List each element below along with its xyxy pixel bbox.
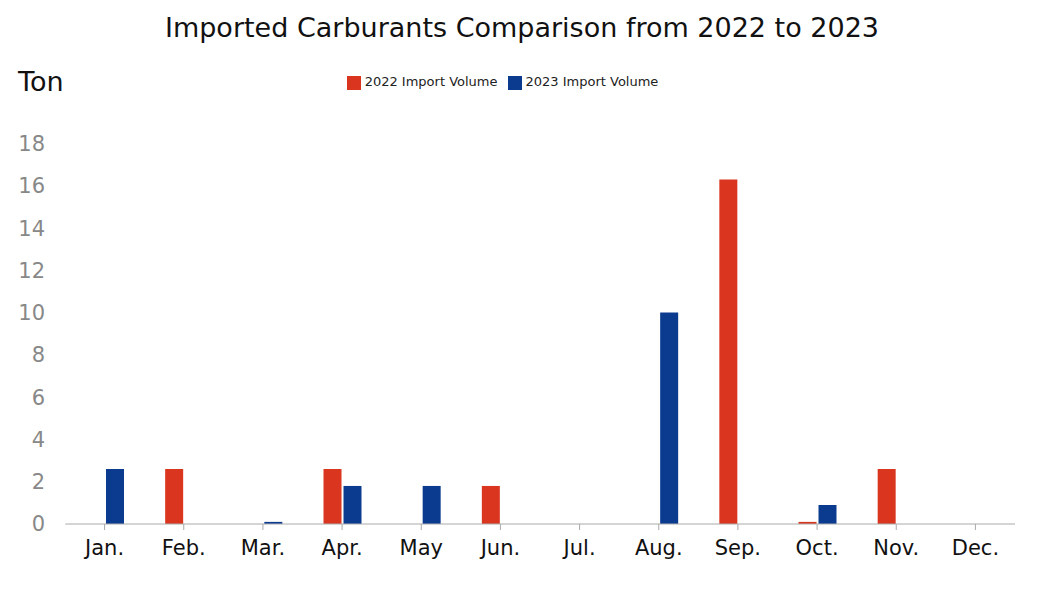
svg-text:Jan.: Jan. — [83, 536, 124, 560]
html-text:2022 Import Volume: 2022 Import Volume — [364, 74, 498, 89]
svg-text:Aug.: Aug. — [635, 536, 683, 560]
html-text:Imported Carburants Comparison: Imported Carburants Comparison from 2022… — [165, 12, 879, 43]
html-text:2023 Import Volume: 2023 Import Volume — [525, 74, 659, 89]
svg-text:Mar.: Mar. — [241, 536, 285, 560]
svg-text:16: 16 — [18, 174, 45, 198]
svg-text:10: 10 — [18, 301, 45, 325]
svg-text:2: 2 — [32, 470, 45, 494]
svg-text:Apr.: Apr. — [322, 536, 363, 560]
svg-text:8: 8 — [32, 343, 45, 367]
svg-text:12: 12 — [18, 259, 45, 283]
svg-text:18: 18 — [18, 132, 45, 156]
svg-text:Dec.: Dec. — [952, 536, 999, 560]
svg-text:Jul.: Jul. — [562, 536, 596, 560]
svg-text:May: May — [400, 536, 443, 560]
svg-text:Oct.: Oct. — [796, 536, 839, 560]
svg-text:4: 4 — [32, 428, 45, 452]
svg-text:6: 6 — [32, 386, 45, 410]
html-text:Ton: Ton — [18, 66, 64, 97]
svg-text:Jun.: Jun. — [479, 536, 521, 560]
svg-text:Nov.: Nov. — [873, 536, 919, 560]
svg-text:Sep.: Sep. — [715, 536, 761, 560]
svg-text:0: 0 — [32, 512, 45, 536]
svg-text:14: 14 — [18, 217, 45, 241]
svg-text:Feb.: Feb. — [162, 536, 206, 560]
